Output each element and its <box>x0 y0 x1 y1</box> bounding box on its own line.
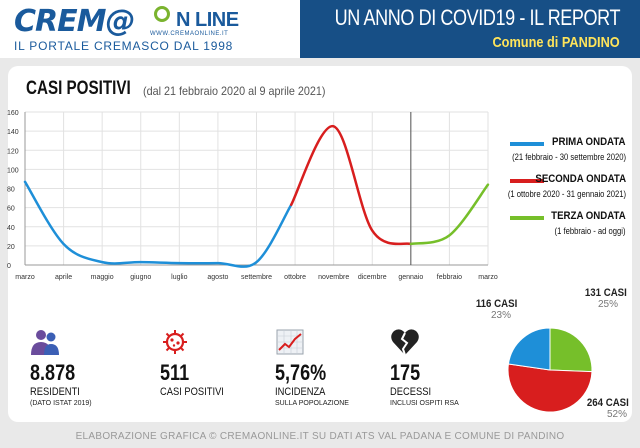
stat-decessi: 175 DECESSI INCLUSI OSPITI RSA <box>390 328 480 418</box>
x-tick-label-8: novembre <box>318 274 349 281</box>
logo-tagline: IL PORTALE CREMASCO DAL 1998 <box>14 39 234 53</box>
series-line-0 <box>23 180 293 268</box>
y-tick-label-1: 20 <box>7 244 15 251</box>
chart-subtitle: (dal 21 febbraio 2020 al 9 aprile 2021) <box>143 84 326 98</box>
x-tick-label-3: giugno <box>130 274 151 281</box>
broken-heart-icon <box>391 329 419 356</box>
x-tick-label-0: marzo <box>15 274 35 281</box>
chart-up-icon <box>276 329 304 355</box>
logo-site: WWW.CREMAONLINE.IT <box>150 31 229 37</box>
pie-count-prima: 116 CASI <box>475 298 518 310</box>
stat-value-casi: 511 <box>160 360 190 385</box>
legend-item-seconda: SECONDA ONDATA (1 ottobre 2020 - 31 genn… <box>500 173 630 203</box>
x-tick-label-7: ottobre <box>284 274 306 281</box>
legend-swatch-seconda <box>510 179 544 183</box>
people-icon <box>31 330 59 355</box>
legend-dates-seconda: (1 ottobre 2020 - 31 gennaio 2021) <box>507 189 626 199</box>
report-subtitle: Comune di PANDINO <box>492 34 620 51</box>
legend-dates-prima: (21 febbraio - 30 settembre 2020) <box>512 152 626 162</box>
pie-slice-1 <box>507 363 593 413</box>
stat-label-casi: CASI POSITIVI <box>160 386 224 398</box>
pie-slice-0 <box>549 327 593 373</box>
x-tick-label-10: gennaio <box>398 274 423 281</box>
logo-suffix: N LINE <box>176 9 239 31</box>
x-tick-label-4: luglio <box>171 274 187 281</box>
series-line-1 <box>289 125 413 246</box>
legend-title-terza: TERZA ONDATA <box>551 210 626 222</box>
stat-value-incidenza: 5,76% <box>275 360 327 385</box>
stat-residenti: 8.878 RESIDENTI (DATO ISTAT 2019) <box>30 328 120 418</box>
y-tick-label-8: 160 <box>7 110 19 117</box>
x-tick-label-2: maggio <box>91 274 114 281</box>
stat-casi: 511 CASI POSITIVI <box>160 328 250 418</box>
stat-label-residenti: RESIDENTI <box>30 386 80 398</box>
footer-credit: ELABORAZIONE GRAFICA © CREMAONLINE.IT SU… <box>75 431 565 442</box>
pie-pct-prima: 23% <box>491 310 512 321</box>
pie-slice-2 <box>507 327 551 371</box>
y-tick-label-6: 120 <box>7 148 19 155</box>
stat-value-decessi: 175 <box>390 360 421 385</box>
pie-count-terza: 131 CASI <box>584 287 627 299</box>
legend-dates-terza: (1 febbraio - ad oggi) <box>554 226 626 236</box>
x-tick-label-12: marzo <box>478 274 498 281</box>
report-title: UN ANNO DI COVID19 - IL REPORT <box>334 5 621 30</box>
y-tick-label-5: 100 <box>7 167 19 174</box>
stat-note-incidenza: SULLA POPOLAZIONE <box>275 400 349 407</box>
legend-title-seconda: SECONDA ONDATA <box>535 173 626 185</box>
legend-title-prima: PRIMA ONDATA <box>552 136 626 148</box>
x-tick-label-9: dicembre <box>358 274 387 281</box>
series-line-2 <box>409 183 490 246</box>
chart-title: CASI POSITIVI <box>26 78 131 99</box>
stat-note-residenti: (DATO ISTAT 2019) <box>30 400 92 407</box>
pie-label-seconda: 264 CASI 52% <box>584 397 632 420</box>
stat-incidenza: 5,76% INCIDENZA SULLA POPOLAZIONE <box>275 328 365 418</box>
x-tick-label-11: febbraio <box>437 274 462 281</box>
stat-label-incidenza: INCIDENZA <box>275 386 326 398</box>
pie-pct-terza: 25% <box>598 299 619 310</box>
legend-swatch-prima <box>510 142 544 146</box>
legend-item-prima: PRIMA ONDATA (21 febbraio - 30 settembre… <box>500 136 630 166</box>
header-bar: CREM@ N LINE WWW.CREMAONLINE.IT IL PORTA… <box>0 0 640 58</box>
y-tick-label-4: 80 <box>7 187 15 194</box>
y-tick-label-2: 40 <box>7 225 15 232</box>
logo-ring-icon <box>154 6 170 22</box>
y-tick-label-7: 140 <box>7 129 19 136</box>
pie-count-seconda: 264 CASI <box>586 397 629 409</box>
x-tick-label-1: aprile <box>55 274 72 281</box>
pie-label-terza: 131 CASI 25% <box>582 287 630 310</box>
y-tick-label-3: 60 <box>7 206 15 213</box>
pie-label-prima: 116 CASI 23% <box>473 298 520 321</box>
legend-swatch-terza <box>510 216 544 220</box>
stat-value-residenti: 8.878 <box>30 360 76 385</box>
stat-note-decessi: INCLUSI OSPITI RSA <box>390 400 459 407</box>
logo-prefix: CREM@ <box>14 4 135 39</box>
pie-pct-seconda: 52% <box>607 409 628 420</box>
y-tick-label-0: 0 <box>7 263 11 270</box>
x-tick-label-5: agosto <box>207 274 228 281</box>
x-tick-label-6: settembre <box>241 274 272 281</box>
stat-label-decessi: DECESSI <box>390 386 432 398</box>
legend-item-terza: TERZA ONDATA (1 febbraio - ad oggi) <box>500 210 630 240</box>
logo[interactable]: CREM@ N LINE WWW.CREMAONLINE.IT IL PORTA… <box>0 0 300 58</box>
virus-icon <box>163 330 187 354</box>
